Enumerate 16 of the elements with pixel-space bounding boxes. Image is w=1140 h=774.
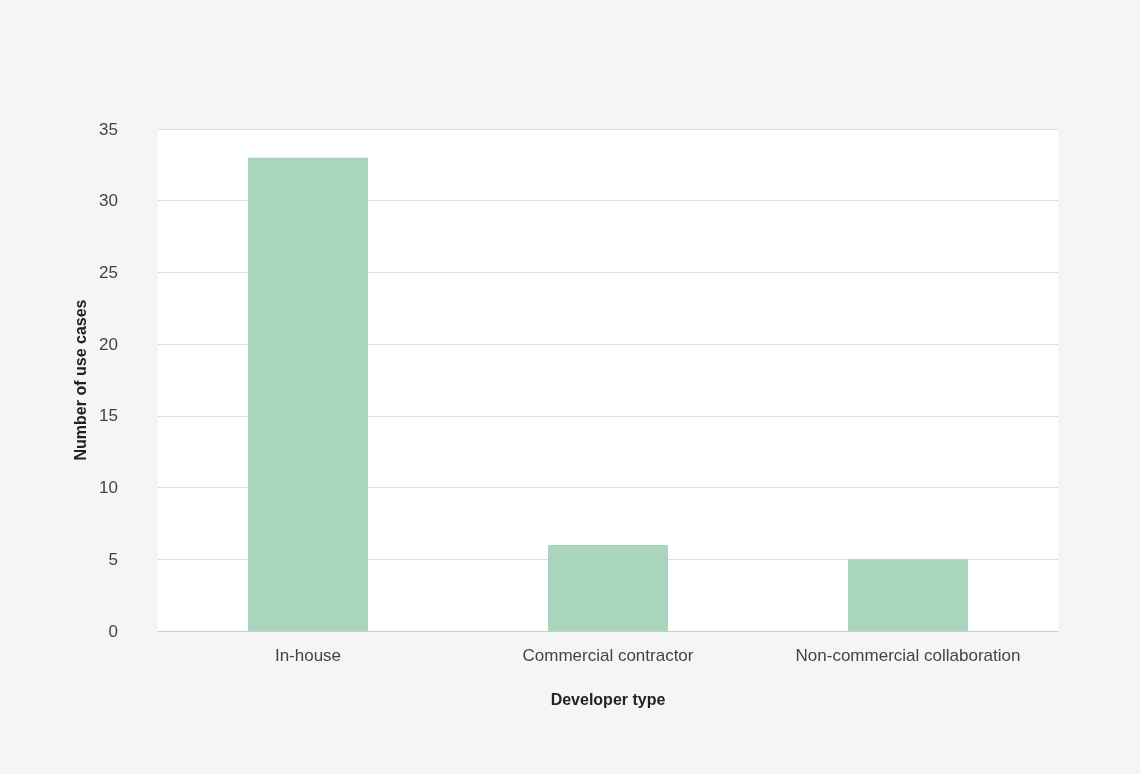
y-tick-label: 10 xyxy=(99,478,118,498)
y-tick-label: 20 xyxy=(99,334,118,354)
bar xyxy=(848,559,968,631)
y-tick-label: 35 xyxy=(99,119,118,139)
x-tick-label: Non-commercial collaboration xyxy=(795,646,1021,665)
bar xyxy=(248,157,368,631)
y-tick-label: 5 xyxy=(108,549,118,569)
y-tick-label: 0 xyxy=(108,621,118,641)
x-tick-label: In-house xyxy=(274,646,342,665)
y-axis-title: Number of use cases xyxy=(71,299,89,461)
y-tick-label: 25 xyxy=(99,262,118,282)
x-tick-label: Commercial contractor xyxy=(522,646,694,665)
x-axis-title: Developer type xyxy=(550,690,666,708)
bar xyxy=(548,544,668,631)
y-tick-label: 30 xyxy=(99,191,118,211)
y-tick-label: 15 xyxy=(99,406,118,426)
